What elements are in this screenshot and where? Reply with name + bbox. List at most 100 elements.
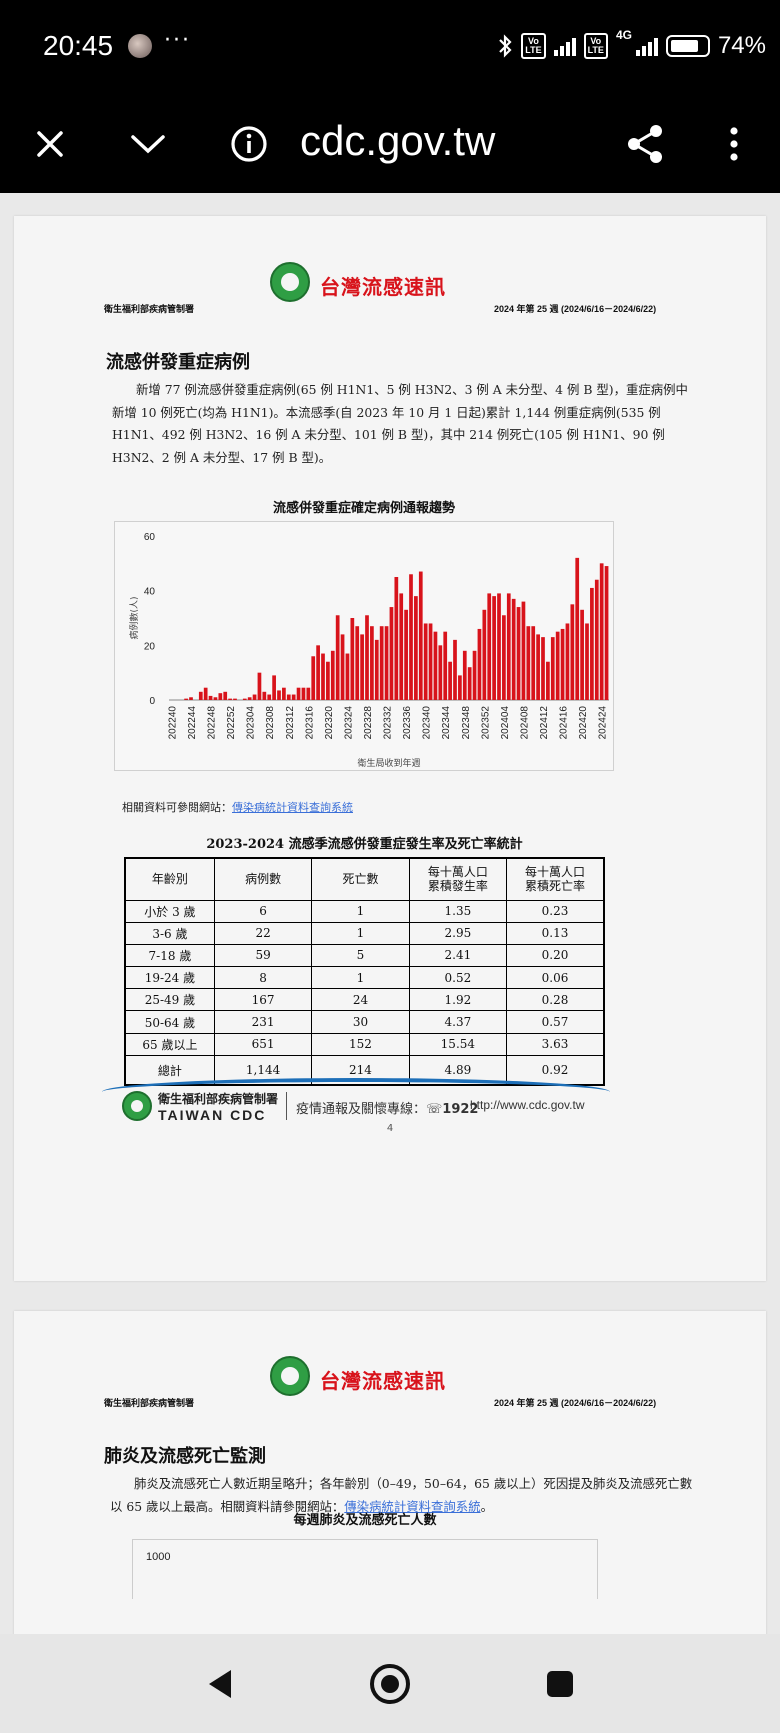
stats-system-link-p5[interactable]: 傳染病統計資料查詢系統	[344, 1498, 481, 1514]
bar	[546, 661, 550, 700]
x-tick-label: 202424	[598, 706, 609, 740]
signal-1-icon	[553, 36, 576, 56]
bar	[555, 631, 560, 700]
hotline-label: 疫情通報及關懷專線：	[296, 1102, 427, 1117]
battery-percent: 74%	[717, 32, 766, 59]
battery-icon	[665, 35, 710, 57]
bar	[570, 604, 575, 700]
header-week-p5: 2024 年第 25 週 (2024/6/16－2024/6/22)	[494, 1398, 657, 1408]
bar	[213, 697, 218, 700]
x-tick-label: 202312	[285, 706, 296, 740]
bar	[565, 623, 570, 700]
bulletin-title: 台灣流感速訊	[320, 275, 446, 299]
bar	[492, 596, 496, 700]
notification-avatar-icon	[128, 34, 152, 58]
reference-prefix: 相關資料可參閱網站：	[122, 801, 232, 814]
x-axis-label: 衛生局收到年週	[357, 757, 420, 769]
footer-url: http://www.cdc.gov.tw	[470, 1098, 585, 1112]
x-tick-label: 202340	[422, 706, 433, 740]
table-cell: 24	[311, 988, 410, 1012]
x-tick-label: 202416	[559, 706, 570, 740]
bar	[233, 698, 237, 700]
bar	[301, 687, 306, 700]
bar	[482, 609, 487, 700]
table-cell: 0.06	[506, 966, 605, 990]
x-tick-label: 202336	[402, 706, 413, 740]
table-row: 小於 3 歲 6 1 1.35 0.23	[124, 899, 605, 923]
bar	[286, 694, 291, 700]
bar	[418, 571, 423, 700]
close-icon[interactable]	[22, 95, 78, 193]
x-tick-label: 202404	[500, 706, 511, 740]
footer-arc	[102, 1078, 610, 1128]
signal-2-icon	[635, 36, 658, 56]
bar	[575, 557, 580, 700]
bar	[262, 691, 267, 700]
table-cell: 8	[213, 966, 313, 990]
x-tick-label: 202412	[539, 706, 550, 740]
table-row: 65 歲以上 651 152 15.54 3.63	[124, 1032, 605, 1056]
recents-icon[interactable]	[520, 1634, 600, 1733]
table-cell: 15.54	[408, 1032, 508, 1056]
chevron-down-icon[interactable]	[118, 95, 178, 193]
table-cell: 0.20	[506, 943, 605, 968]
bar	[360, 634, 364, 700]
back-icon[interactable]	[180, 1634, 260, 1733]
table-cell: 1	[311, 899, 410, 923]
bar	[350, 618, 355, 700]
table-title: 2023-2024 流感季流感併發重症發生率及死亡率統計	[206, 837, 523, 852]
severe-cases-chart-svg: 0 20 40 60 病例數(人) 202240 202244 202248 202252 202…	[128, 532, 609, 769]
bar	[384, 626, 389, 700]
x-tick-label: 202408	[519, 706, 530, 740]
cdc-logo-icon	[270, 262, 310, 302]
x-tick-label: 202328	[363, 706, 374, 740]
url-text[interactable]: cdc.gov.tw	[300, 117, 496, 164]
bar	[409, 574, 413, 700]
more-vert-icon[interactable]	[714, 95, 754, 193]
x-tick-label: 202348	[461, 706, 472, 740]
bar	[462, 650, 467, 700]
x-tick-label: 202316	[304, 706, 315, 740]
pneumonia-paragraph: 肺炎及流感死亡人數近期呈略升；各年齡別（0–49，50–64，65 歲以上）死因…	[110, 1473, 696, 1518]
table-cell: 59	[213, 943, 313, 968]
table-cell: 1	[311, 966, 410, 990]
bar	[311, 656, 316, 700]
table-cell: 0.13	[506, 921, 605, 945]
stats-system-link[interactable]: 傳染病統計資料查詢系統	[232, 801, 353, 814]
table-header-cell: 死亡數	[311, 857, 410, 901]
status-time: 20:45	[43, 30, 114, 61]
table-cell: 6	[213, 899, 313, 923]
table-row: 19-24 歲 8 1 0.52 0.06	[124, 966, 605, 990]
bar	[433, 631, 438, 700]
home-icon[interactable]	[350, 1634, 430, 1733]
bar	[228, 698, 232, 700]
bar	[203, 687, 208, 700]
bar	[379, 626, 384, 700]
bar	[330, 650, 335, 700]
bar	[443, 631, 448, 700]
table-header-cell: 年齡別	[124, 857, 215, 901]
bluetooth-icon	[499, 34, 512, 58]
weekly-deaths-ytick: 1000	[146, 1551, 171, 1563]
section-title-severe-cases: 流感併發重症病例	[106, 352, 250, 373]
severe-cases-chart: 0 20 40 60 病例數(人) 202240 202244 202248 202252 202…	[114, 521, 614, 771]
table-cell: 651	[213, 1032, 313, 1056]
table-cell: 50-64 歲	[124, 1010, 215, 1034]
table-header-cell: 每十萬人口 累積死亡率	[506, 857, 605, 901]
info-icon[interactable]	[226, 95, 272, 193]
hotline-number: 1922	[442, 1102, 479, 1117]
bar	[345, 653, 350, 700]
bar	[189, 697, 193, 700]
y-axis-label: 病例數(人)	[128, 596, 140, 639]
table-cell: 22	[213, 921, 313, 945]
bar	[580, 609, 584, 700]
bar	[590, 587, 594, 700]
weekly-deaths-chart-title: 每週肺炎及流感死亡人數	[293, 1513, 437, 1528]
reference-line: 相關資料可參閱網站：傳染病統計資料查詢系統	[122, 799, 353, 815]
bar	[277, 690, 281, 700]
x-tick-label: 202344	[441, 706, 452, 740]
bulletin-title-p5: 台灣流感速訊	[320, 1369, 446, 1393]
x-tick-label: 202320	[324, 706, 335, 740]
bar	[477, 628, 482, 700]
share-icon[interactable]	[620, 95, 670, 193]
